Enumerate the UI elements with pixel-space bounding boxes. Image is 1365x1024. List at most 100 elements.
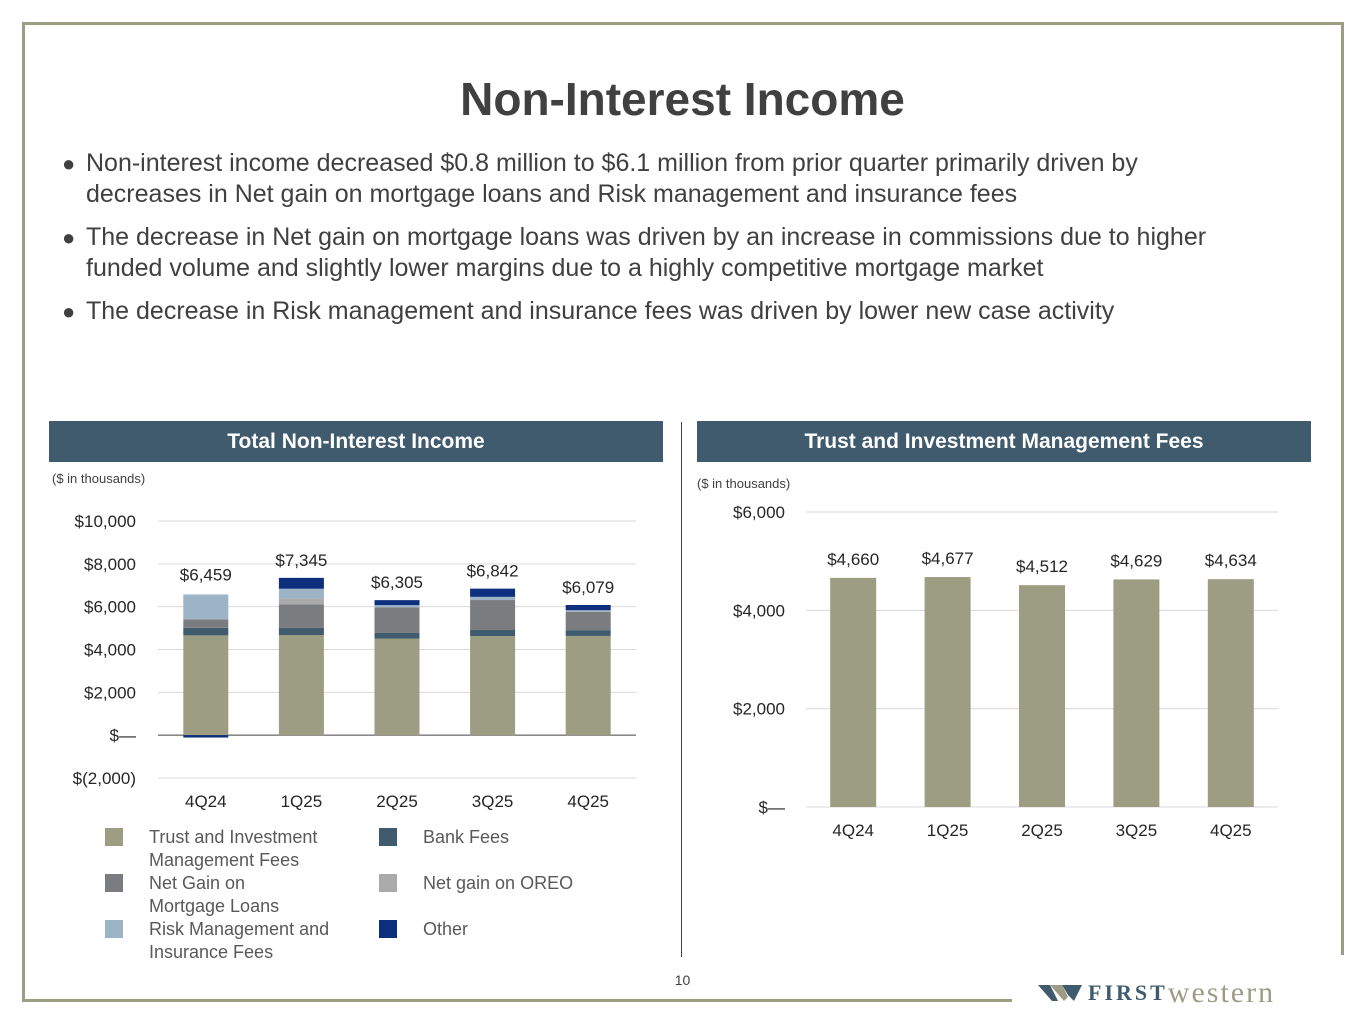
y-tick-label: $10,000 (75, 512, 136, 531)
bar-total-label: $6,842 (467, 562, 519, 581)
bullet-text: The decrease in Net gain on mortgage loa… (86, 223, 1207, 282)
bullet-list: ● Non-interest income decreased $0.8 mill… (60, 148, 1260, 339)
bar-value-label: $4,512 (1016, 557, 1068, 576)
legend-swatch (379, 874, 397, 892)
bar-segment (278, 577, 324, 589)
y-tick-label: $— (110, 726, 136, 745)
legend-item: Bank Fees (379, 826, 623, 849)
bar-segment (470, 630, 516, 637)
legend-item: Other (379, 918, 623, 941)
right-panel-title: Trust and Investment Management Fees (697, 421, 1311, 462)
x-tick-label: 4Q24 (185, 792, 227, 811)
legend-item: Risk Management and Insurance Fees (105, 918, 349, 964)
legend-swatch (105, 874, 123, 892)
bar-segment (278, 635, 324, 736)
x-tick-label: 2Q25 (1021, 821, 1063, 840)
bar-segment (278, 598, 324, 605)
trust-fees-chart: $6,000 $4,000 $2,000 $— $4,660 4Q24 $4,677 1Q25… (733, 503, 1278, 840)
y-tick-label: $2,000 (733, 700, 785, 719)
bar-segment (374, 605, 420, 608)
bar-segment (183, 735, 229, 738)
x-tick-label: 1Q25 (927, 821, 969, 840)
bullet-text: Non-interest income decreased $0.8 milli… (86, 149, 1138, 208)
bar-segment (183, 594, 229, 620)
slide-frame (22, 22, 1344, 1002)
bar-segment (470, 596, 516, 601)
legend-label: Bank Fees (423, 827, 510, 847)
bar-segment (183, 627, 229, 636)
bar-segment (565, 611, 611, 631)
y-tick-label: $2,000 (84, 683, 136, 702)
bar (1207, 579, 1254, 807)
left-units-label: ($ in thousands) (52, 471, 146, 486)
logo-text-first: FIRST (1088, 980, 1168, 1005)
y-tick-label: $(2,000) (73, 769, 136, 788)
legend-swatch (105, 920, 123, 938)
bar (830, 577, 877, 807)
bar-segment (374, 607, 420, 633)
bar-segment (374, 638, 420, 736)
legend-item: Net gain on OREO (379, 872, 623, 895)
x-tick-label: 3Q25 (472, 792, 514, 811)
legend-swatch (379, 920, 397, 938)
legend-swatch (105, 828, 123, 846)
bar-total-label: $7,345 (275, 551, 327, 570)
y-tick-label: $8,000 (84, 555, 136, 574)
bar-value-label: $4,677 (922, 549, 974, 568)
bullet-text: The decrease in Risk management and insu… (86, 297, 1115, 325)
bar (1019, 585, 1065, 807)
x-tick-label: 1Q25 (281, 792, 323, 811)
bar-segment (565, 604, 611, 611)
bar-total-label: $6,079 (562, 578, 614, 597)
bar-segment (565, 635, 611, 736)
bullet-dot: ● (62, 151, 76, 176)
bar-total-label: $6,459 (180, 565, 232, 584)
y-tick-label: $4,000 (84, 641, 136, 660)
bar-segment (278, 604, 324, 628)
y-tick-label: $— (759, 798, 785, 817)
bar-segment (183, 635, 229, 736)
y-tick-label: $4,000 (733, 601, 785, 620)
bullet-dot: ● (62, 225, 76, 250)
bar-segment (470, 636, 516, 736)
logo-text-western: western (1167, 976, 1276, 1009)
total-noninterest-income-chart: $10,000 $8,000 $6,000 $4,000 $2,000 $— $(2,000… (73, 512, 636, 811)
x-tick-label: 4Q25 (1210, 821, 1252, 840)
bullet-item: ● Non-interest income decreased $0.8 mill… (60, 148, 1260, 210)
bar-segment (278, 588, 324, 599)
bar-segment (470, 600, 516, 631)
legend-item: Trust and Investment Management Fees (105, 826, 349, 872)
x-tick-label: 3Q25 (1116, 821, 1158, 840)
bar-segment (278, 627, 324, 636)
x-tick-label: 4Q24 (832, 821, 874, 840)
y-tick-label: $6,000 (84, 598, 136, 617)
bullet-dot: ● (62, 299, 76, 324)
bar-segment (374, 600, 420, 606)
bar-segment (565, 630, 611, 636)
y-tick-label: $6,000 (733, 503, 785, 522)
bar-segment (470, 588, 516, 597)
bar-value-label: $4,634 (1205, 551, 1257, 570)
legend-label: Other (423, 919, 469, 939)
bar (1113, 579, 1160, 807)
page-number: 10 (674, 972, 691, 988)
bar-segment (565, 610, 611, 612)
x-tick-label: 4Q25 (567, 792, 609, 811)
bar (924, 577, 971, 807)
bar-segment (374, 632, 420, 639)
legend-label: Net Gain on Mortgage Loans (149, 873, 280, 916)
legend-swatch (379, 828, 397, 846)
legend-label: Trust and Investment Management Fees (149, 827, 318, 870)
company-logo: FIRST western (1038, 976, 1275, 1010)
page-title: Non-Interest Income (460, 73, 905, 125)
bar-value-label: $4,629 (1110, 551, 1162, 570)
bullet-item: ● The decrease in Net gain on mortgage lo… (60, 222, 1260, 284)
left-panel-title: Total Non-Interest Income (49, 421, 663, 462)
legend-item: Net Gain on Mortgage Loans (105, 872, 309, 918)
right-units-label: ($ in thousands) (697, 476, 791, 491)
legend-label: Risk Management and Insurance Fees (149, 919, 330, 962)
legend-label: Net gain on OREO (423, 873, 574, 893)
bar-value-label: $4,660 (827, 550, 879, 569)
bar-total-label: $6,305 (371, 573, 423, 592)
bar-segment (183, 619, 229, 628)
